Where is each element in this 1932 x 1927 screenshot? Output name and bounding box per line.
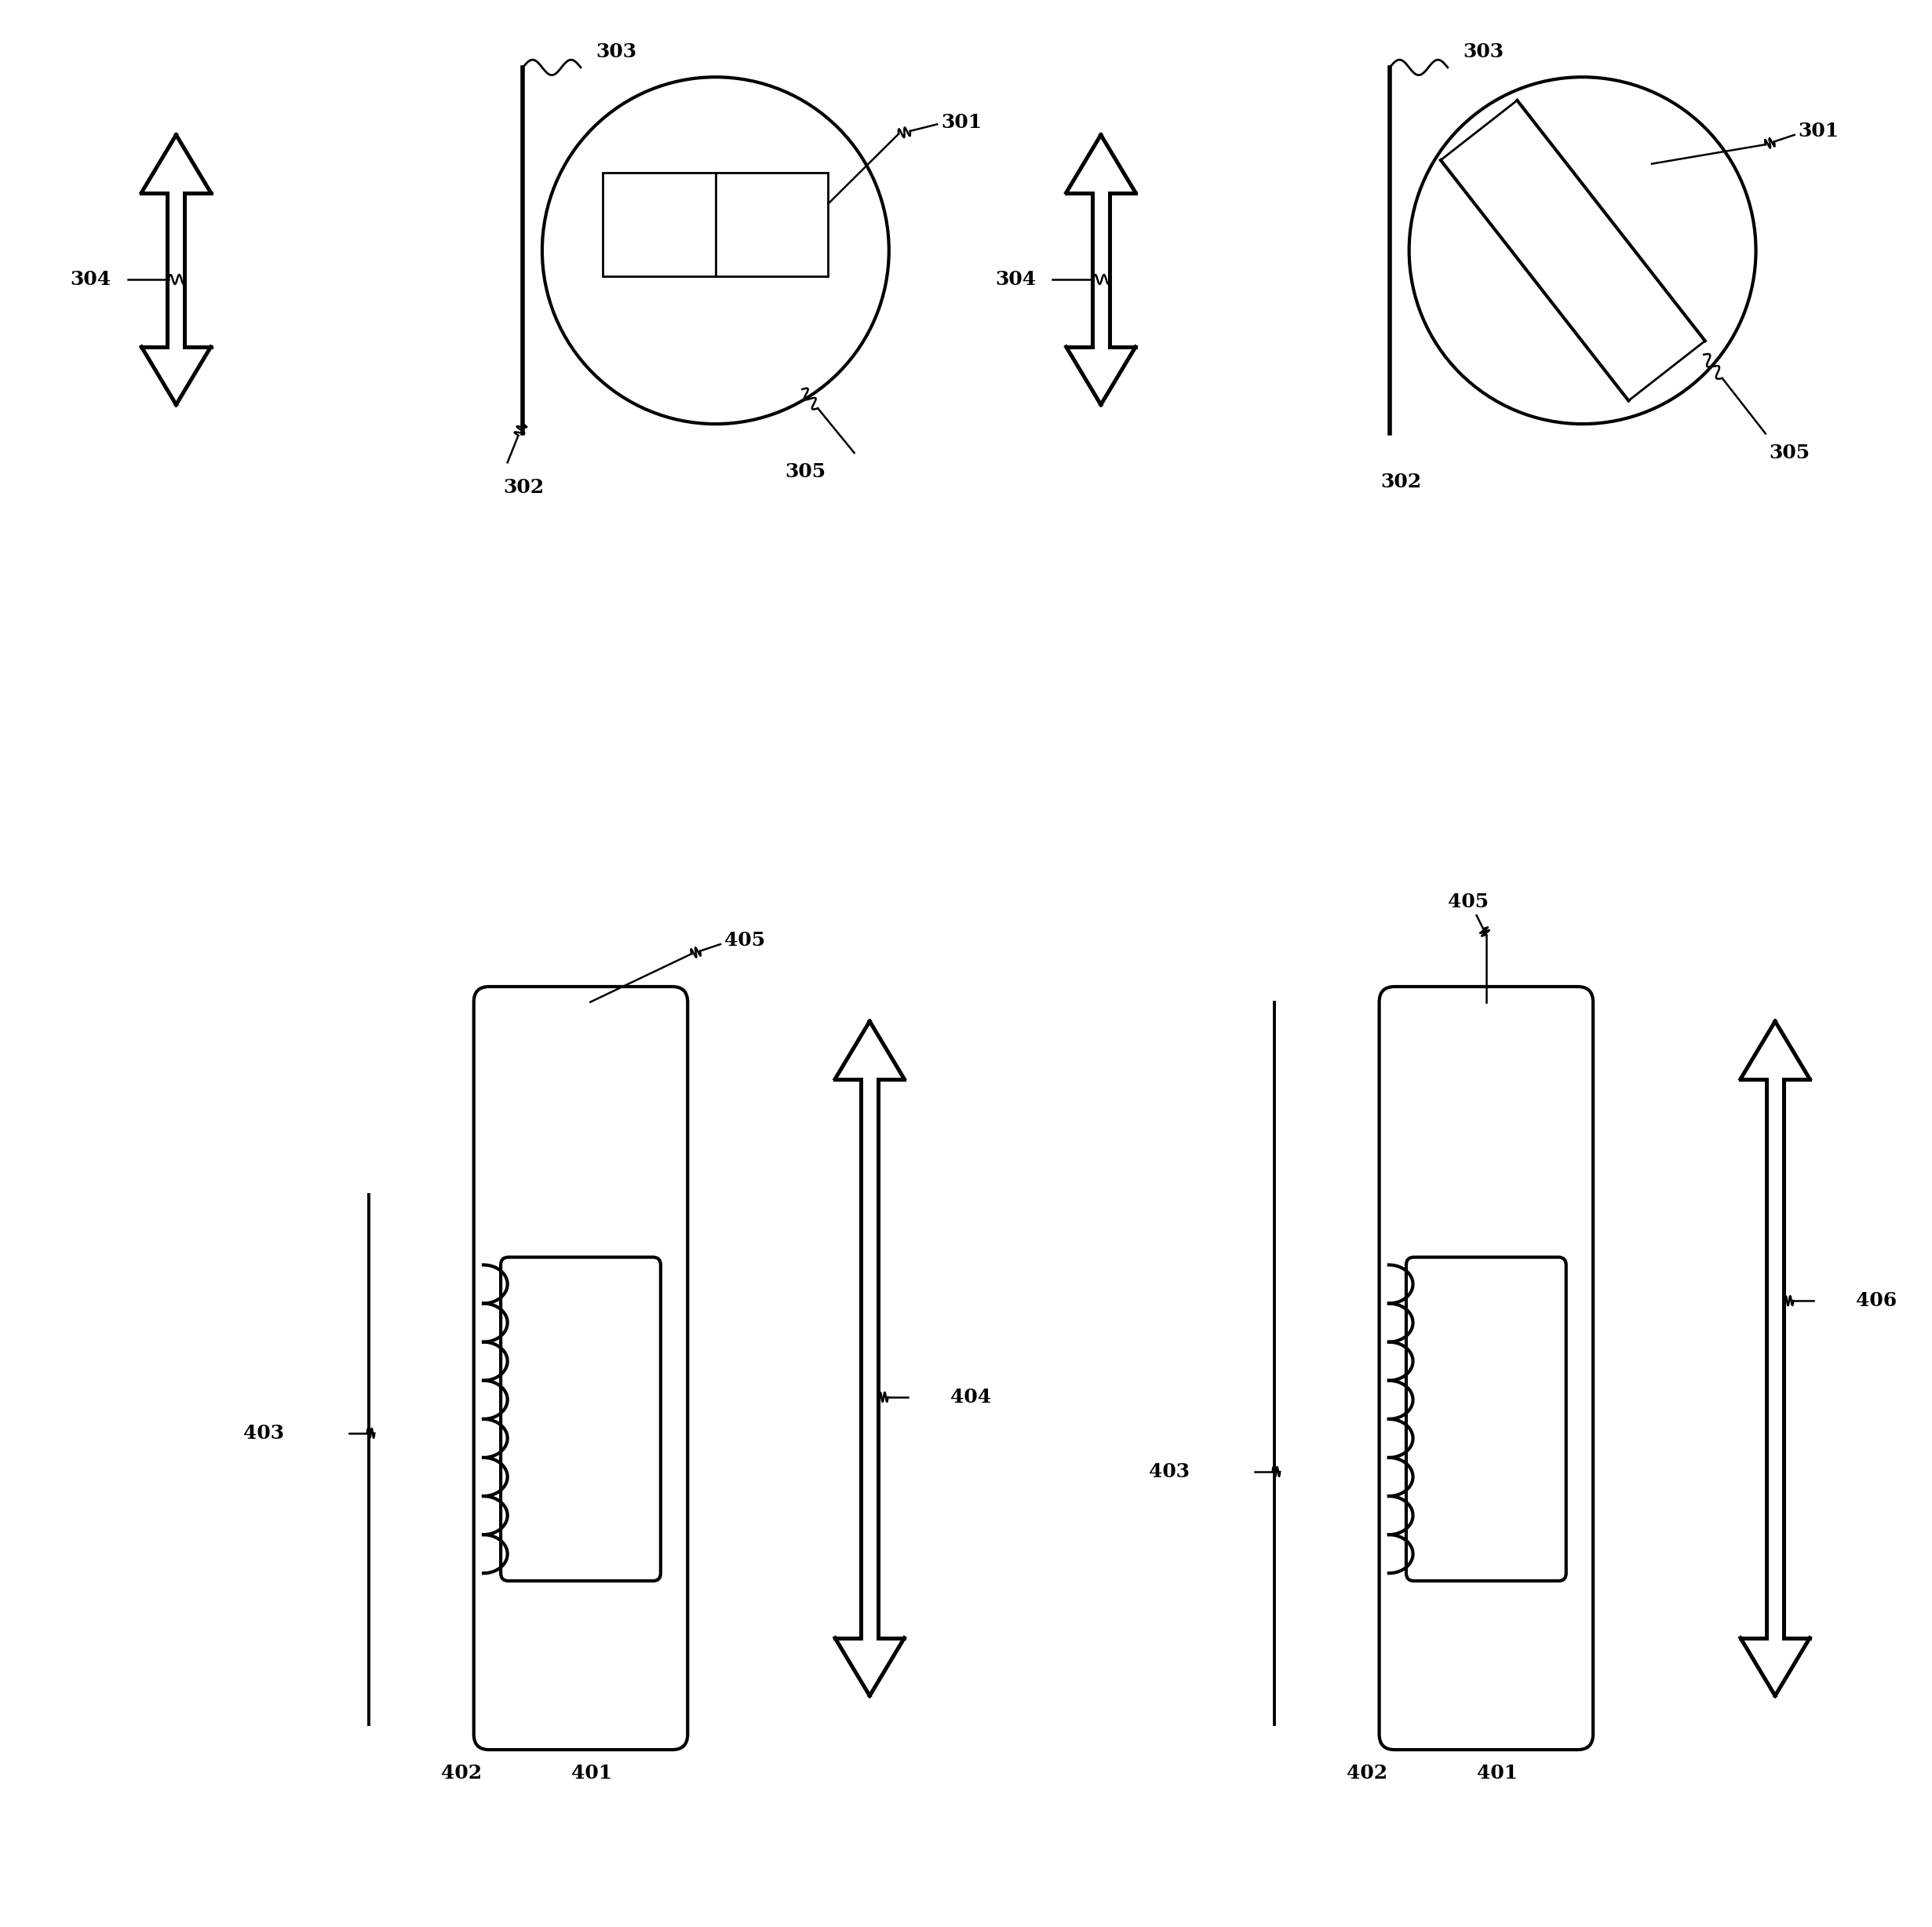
FancyBboxPatch shape: [1406, 1256, 1567, 1580]
Text: 403: 403: [243, 1424, 284, 1443]
Text: 405: 405: [1447, 892, 1488, 911]
Text: 301: 301: [1799, 121, 1839, 141]
Circle shape: [1408, 77, 1756, 424]
Text: 301: 301: [941, 114, 981, 131]
Text: 305: 305: [784, 462, 825, 482]
Text: 406: 406: [1857, 1291, 1897, 1310]
Text: 303: 303: [1463, 42, 1503, 62]
Text: 402: 402: [1347, 1763, 1387, 1782]
FancyBboxPatch shape: [500, 1256, 661, 1580]
FancyBboxPatch shape: [1379, 987, 1594, 1750]
Text: 403: 403: [1150, 1463, 1190, 1482]
Text: 302: 302: [1379, 472, 1422, 491]
FancyBboxPatch shape: [473, 987, 688, 1750]
Text: 401: 401: [1476, 1763, 1517, 1782]
Text: 305: 305: [1770, 443, 1810, 462]
Text: 303: 303: [597, 42, 638, 62]
Text: 401: 401: [572, 1763, 612, 1782]
Circle shape: [543, 77, 889, 424]
Text: 304: 304: [995, 270, 1036, 289]
Bar: [603, 172, 829, 276]
Text: 405: 405: [724, 931, 765, 950]
Text: 402: 402: [440, 1763, 481, 1782]
Text: 304: 304: [70, 270, 110, 289]
Text: 302: 302: [504, 478, 545, 497]
Text: 404: 404: [951, 1387, 991, 1407]
